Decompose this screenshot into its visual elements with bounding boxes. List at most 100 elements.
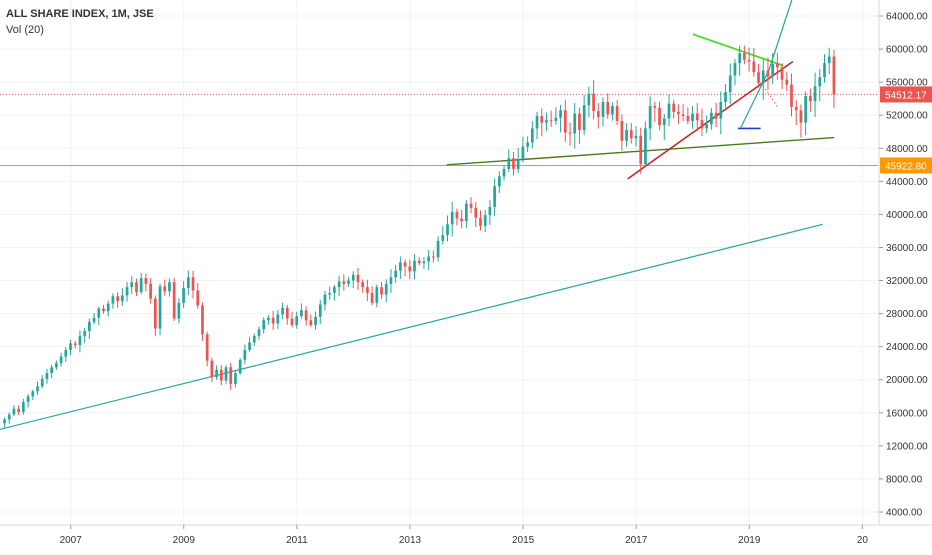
candle-body <box>309 320 313 326</box>
candle-body <box>615 106 619 121</box>
candle-body <box>182 287 185 303</box>
chart-legend: ALL SHARE INDEX, 1M, JSE Vol (20) <box>6 6 154 38</box>
candle-body <box>318 304 322 317</box>
candle-body <box>724 92 727 102</box>
x-tick-label: 2009 <box>173 535 196 546</box>
candle-body <box>413 260 416 272</box>
x-tick-label: 2017 <box>625 535 648 546</box>
candle-body <box>559 110 562 118</box>
candle-body <box>653 106 657 108</box>
candle-body <box>314 316 317 326</box>
candle-body <box>526 142 529 147</box>
candle-body <box>497 176 501 187</box>
candle-body <box>135 282 138 293</box>
candle-body <box>474 207 478 218</box>
y-tick-label: 36000.00 <box>886 243 928 254</box>
candle-body <box>832 56 836 95</box>
candle-body <box>771 63 775 77</box>
candle-body <box>573 113 577 134</box>
candle-body <box>818 77 822 87</box>
candle-body <box>747 59 751 62</box>
candle-body <box>545 120 548 123</box>
candle-body <box>375 287 379 303</box>
candle-body <box>31 391 35 397</box>
candle-body <box>450 211 454 225</box>
y-tick-label: 60000.00 <box>886 45 928 56</box>
candle-body <box>361 282 365 288</box>
grid <box>0 0 878 525</box>
candle-body <box>417 260 421 264</box>
candle-body <box>120 295 124 302</box>
candle-body <box>168 282 171 292</box>
support-price-label: 45922.80 <box>885 161 927 172</box>
candle-body <box>186 277 190 288</box>
candle-body <box>757 72 760 83</box>
candle-body <box>50 367 53 374</box>
candle-body <box>281 307 284 315</box>
y-tick-label: 20000.00 <box>886 375 928 386</box>
candle-body <box>799 110 803 123</box>
candle-body <box>102 308 105 312</box>
candle-body <box>785 79 789 85</box>
candle-body <box>73 343 77 346</box>
candle-body <box>483 215 487 226</box>
candle-body <box>64 349 68 357</box>
candles <box>3 45 836 428</box>
chart-title: ALL SHARE INDEX, 1M, JSE <box>6 8 154 20</box>
x-tick-label: 20 <box>857 535 869 546</box>
candle-body <box>780 67 784 80</box>
candle-body <box>351 274 355 281</box>
candle-body <box>644 128 647 164</box>
y-tick-label: 16000.00 <box>886 408 928 419</box>
x-tick-label: 2007 <box>60 535 83 546</box>
x-tick-label: 2015 <box>512 535 535 546</box>
candle-body <box>813 86 817 102</box>
candle-body <box>366 287 369 293</box>
candle-body <box>106 303 110 312</box>
x-tick-label: 2019 <box>738 535 761 546</box>
candle-body <box>516 159 520 169</box>
candle-body <box>535 116 539 129</box>
candle-body <box>130 282 134 288</box>
candle-body <box>285 307 289 319</box>
candle-body <box>224 367 228 381</box>
candle-body <box>464 203 468 222</box>
candle-body <box>219 369 223 381</box>
candle-body <box>790 84 793 107</box>
candle-body <box>3 419 6 424</box>
candle-body <box>17 408 21 412</box>
candle-body <box>752 61 756 73</box>
candle-body <box>257 329 261 336</box>
candle-body <box>380 287 383 295</box>
candle-body <box>606 101 610 115</box>
candle-body <box>794 106 798 111</box>
candle-body <box>521 146 525 160</box>
y-tick-label: 44000.00 <box>886 177 928 188</box>
candle-body <box>139 278 143 293</box>
candle-body <box>620 120 624 141</box>
candle-body <box>432 256 435 258</box>
y-tick-label: 12000.00 <box>886 441 928 452</box>
x-tick-label: 2013 <box>399 535 422 546</box>
candle-body <box>672 103 676 112</box>
candle-body <box>695 113 699 121</box>
candle-body <box>300 310 303 317</box>
candle-body <box>12 408 16 415</box>
y-tick-label: 8000.00 <box>886 474 923 485</box>
y-tick-label: 4000.00 <box>886 508 923 519</box>
candle-body <box>7 414 11 420</box>
candle-body <box>705 124 709 129</box>
candle-body <box>149 283 152 299</box>
candle-body <box>403 262 407 267</box>
candle-body <box>469 203 473 208</box>
candle-body <box>587 93 591 106</box>
candle-body <box>662 118 666 126</box>
candle-body <box>512 158 515 169</box>
x-tick-label: 2011 <box>286 535 308 546</box>
candle-body <box>69 343 72 350</box>
candle-body <box>201 305 204 335</box>
candle-body <box>399 262 402 271</box>
candle-body <box>719 101 723 119</box>
